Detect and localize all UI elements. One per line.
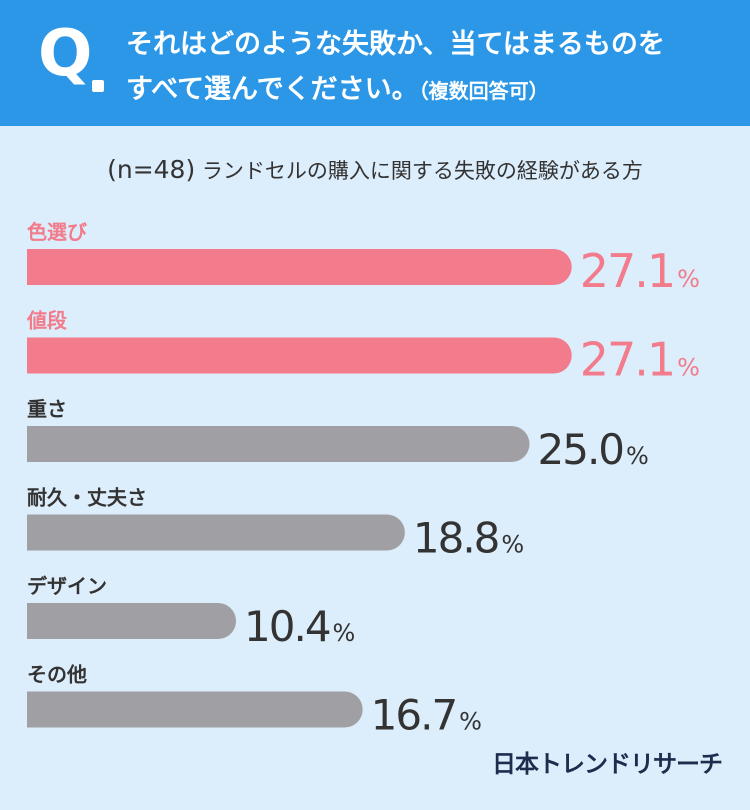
bar-category-label: 耐久・丈夫さ xyxy=(27,486,147,510)
bar-value-number: 27.1 xyxy=(580,333,674,387)
bar-category-label: 値段 xyxy=(26,309,67,333)
question-note: （複数回答可） xyxy=(418,79,549,103)
bar-value-label: 10.4% xyxy=(244,602,355,651)
bar-value-number: 27.1 xyxy=(580,244,674,298)
question-mark-dot xyxy=(92,80,104,92)
question-text-line1: それはどのような失敗か、当てはまるものを xyxy=(126,29,665,60)
bar-value-unit: % xyxy=(677,265,700,293)
bar-value-label: 16.7% xyxy=(371,691,482,740)
bar xyxy=(27,691,363,728)
bar-value-unit: % xyxy=(501,531,524,559)
bar-category-label: その他 xyxy=(27,663,87,687)
question-text-line2: すべて選んでください。（複数回答可） xyxy=(126,76,549,103)
sample-size: (n=48) xyxy=(107,155,196,184)
bar-value-number: 25.0 xyxy=(538,425,624,474)
bar-value-number: 10.4 xyxy=(244,602,330,651)
bar-value-unit: % xyxy=(333,619,356,647)
bar xyxy=(27,514,405,551)
bar-value-label: 27.1% xyxy=(580,244,700,298)
sample-description: (n=48) ランドセルの購入に関する失敗の経験がある方 xyxy=(0,157,750,182)
bar-value-unit: % xyxy=(677,354,700,382)
bar-value-unit: % xyxy=(626,442,649,470)
bar-category-label: デザイン xyxy=(27,574,107,598)
bar-category-label: 重さ xyxy=(27,397,67,421)
bar-value-label: 18.8% xyxy=(413,514,524,563)
bar xyxy=(27,337,572,374)
bar-value-label: 25.0% xyxy=(538,425,649,474)
bar-value-number: 16.7 xyxy=(371,691,457,740)
bar xyxy=(27,603,237,639)
bar xyxy=(27,426,530,462)
bar-value-unit: % xyxy=(459,708,482,736)
sample-label: ランドセルの購入に関する失敗の経験がある方 xyxy=(201,159,643,183)
question-mark: Q xyxy=(38,17,93,91)
bar-value-number: 18.8 xyxy=(413,514,499,563)
bar-value-label: 27.1% xyxy=(580,333,700,387)
bar xyxy=(27,249,572,285)
question-text-line2-main: すべて選んでください。 xyxy=(126,74,419,105)
question-banner: Q それはどのような失敗か、当てはまるものを すべて選んでください。（複数回答可… xyxy=(0,0,750,126)
brand-logo: 日本トレンドリサーチ xyxy=(492,750,723,778)
bar-category-label: 色選び xyxy=(27,220,88,244)
